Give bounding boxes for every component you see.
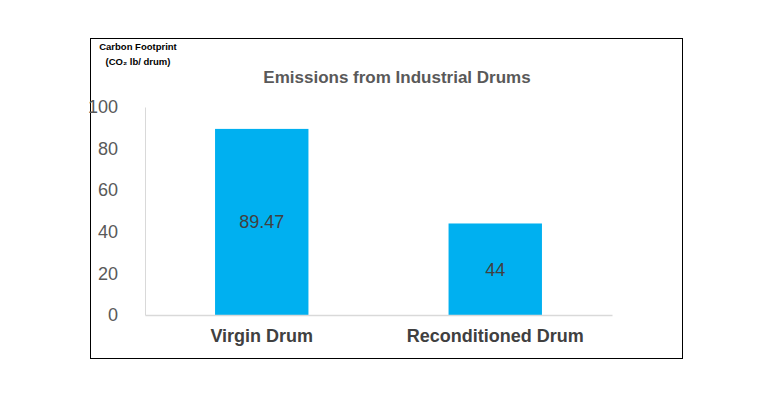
- y-tick: 20: [98, 264, 118, 284]
- y-axis: 0 20 40 60 80 100: [88, 97, 146, 325]
- x-tick: Virgin Drum: [210, 326, 313, 346]
- y-label-line: (CO₂ lb/ drum): [106, 56, 171, 67]
- y-tick: 40: [98, 222, 118, 242]
- y-tick-label: 0: [108, 305, 118, 325]
- y-tick-label: 80: [98, 139, 118, 159]
- y-label-line: Carbon Footprint: [99, 41, 177, 52]
- data-label: 44: [485, 260, 505, 280]
- y-label: Carbon Footprint (CO₂ lb/ drum): [99, 41, 177, 67]
- title: Emissions from Industrial Drums: [263, 68, 530, 87]
- y-axis-line: [145, 108, 146, 316]
- y-tick-label: 20: [98, 264, 118, 284]
- y-tick: 0: [108, 305, 118, 325]
- y-tick: 80: [98, 139, 118, 159]
- frame: [91, 39, 683, 359]
- y-tick-label: 60: [98, 180, 118, 200]
- y-tick-label: 40: [98, 222, 118, 242]
- bar: [215, 129, 308, 315]
- bar: [449, 223, 542, 315]
- y-tick: 60: [98, 180, 118, 200]
- bars: [215, 129, 542, 315]
- x-tick-label: Reconditioned Drum: [407, 326, 584, 346]
- x-axis: Virgin Drum Reconditioned Drum: [146, 316, 613, 346]
- x-tick: Reconditioned Drum: [407, 326, 584, 346]
- y-tick: 100: [88, 97, 118, 117]
- x-tick-label: Virgin Drum: [210, 326, 313, 346]
- data-labels: 89.47 44: [239, 212, 505, 279]
- x-axis-line: [146, 315, 613, 317]
- data-label: 89.47: [239, 212, 284, 232]
- chart: 0 20 40 60 80 100 Virgin Drum Reconditioned Dru…: [0, 0, 761, 402]
- y-tick-label: 100: [88, 97, 118, 117]
